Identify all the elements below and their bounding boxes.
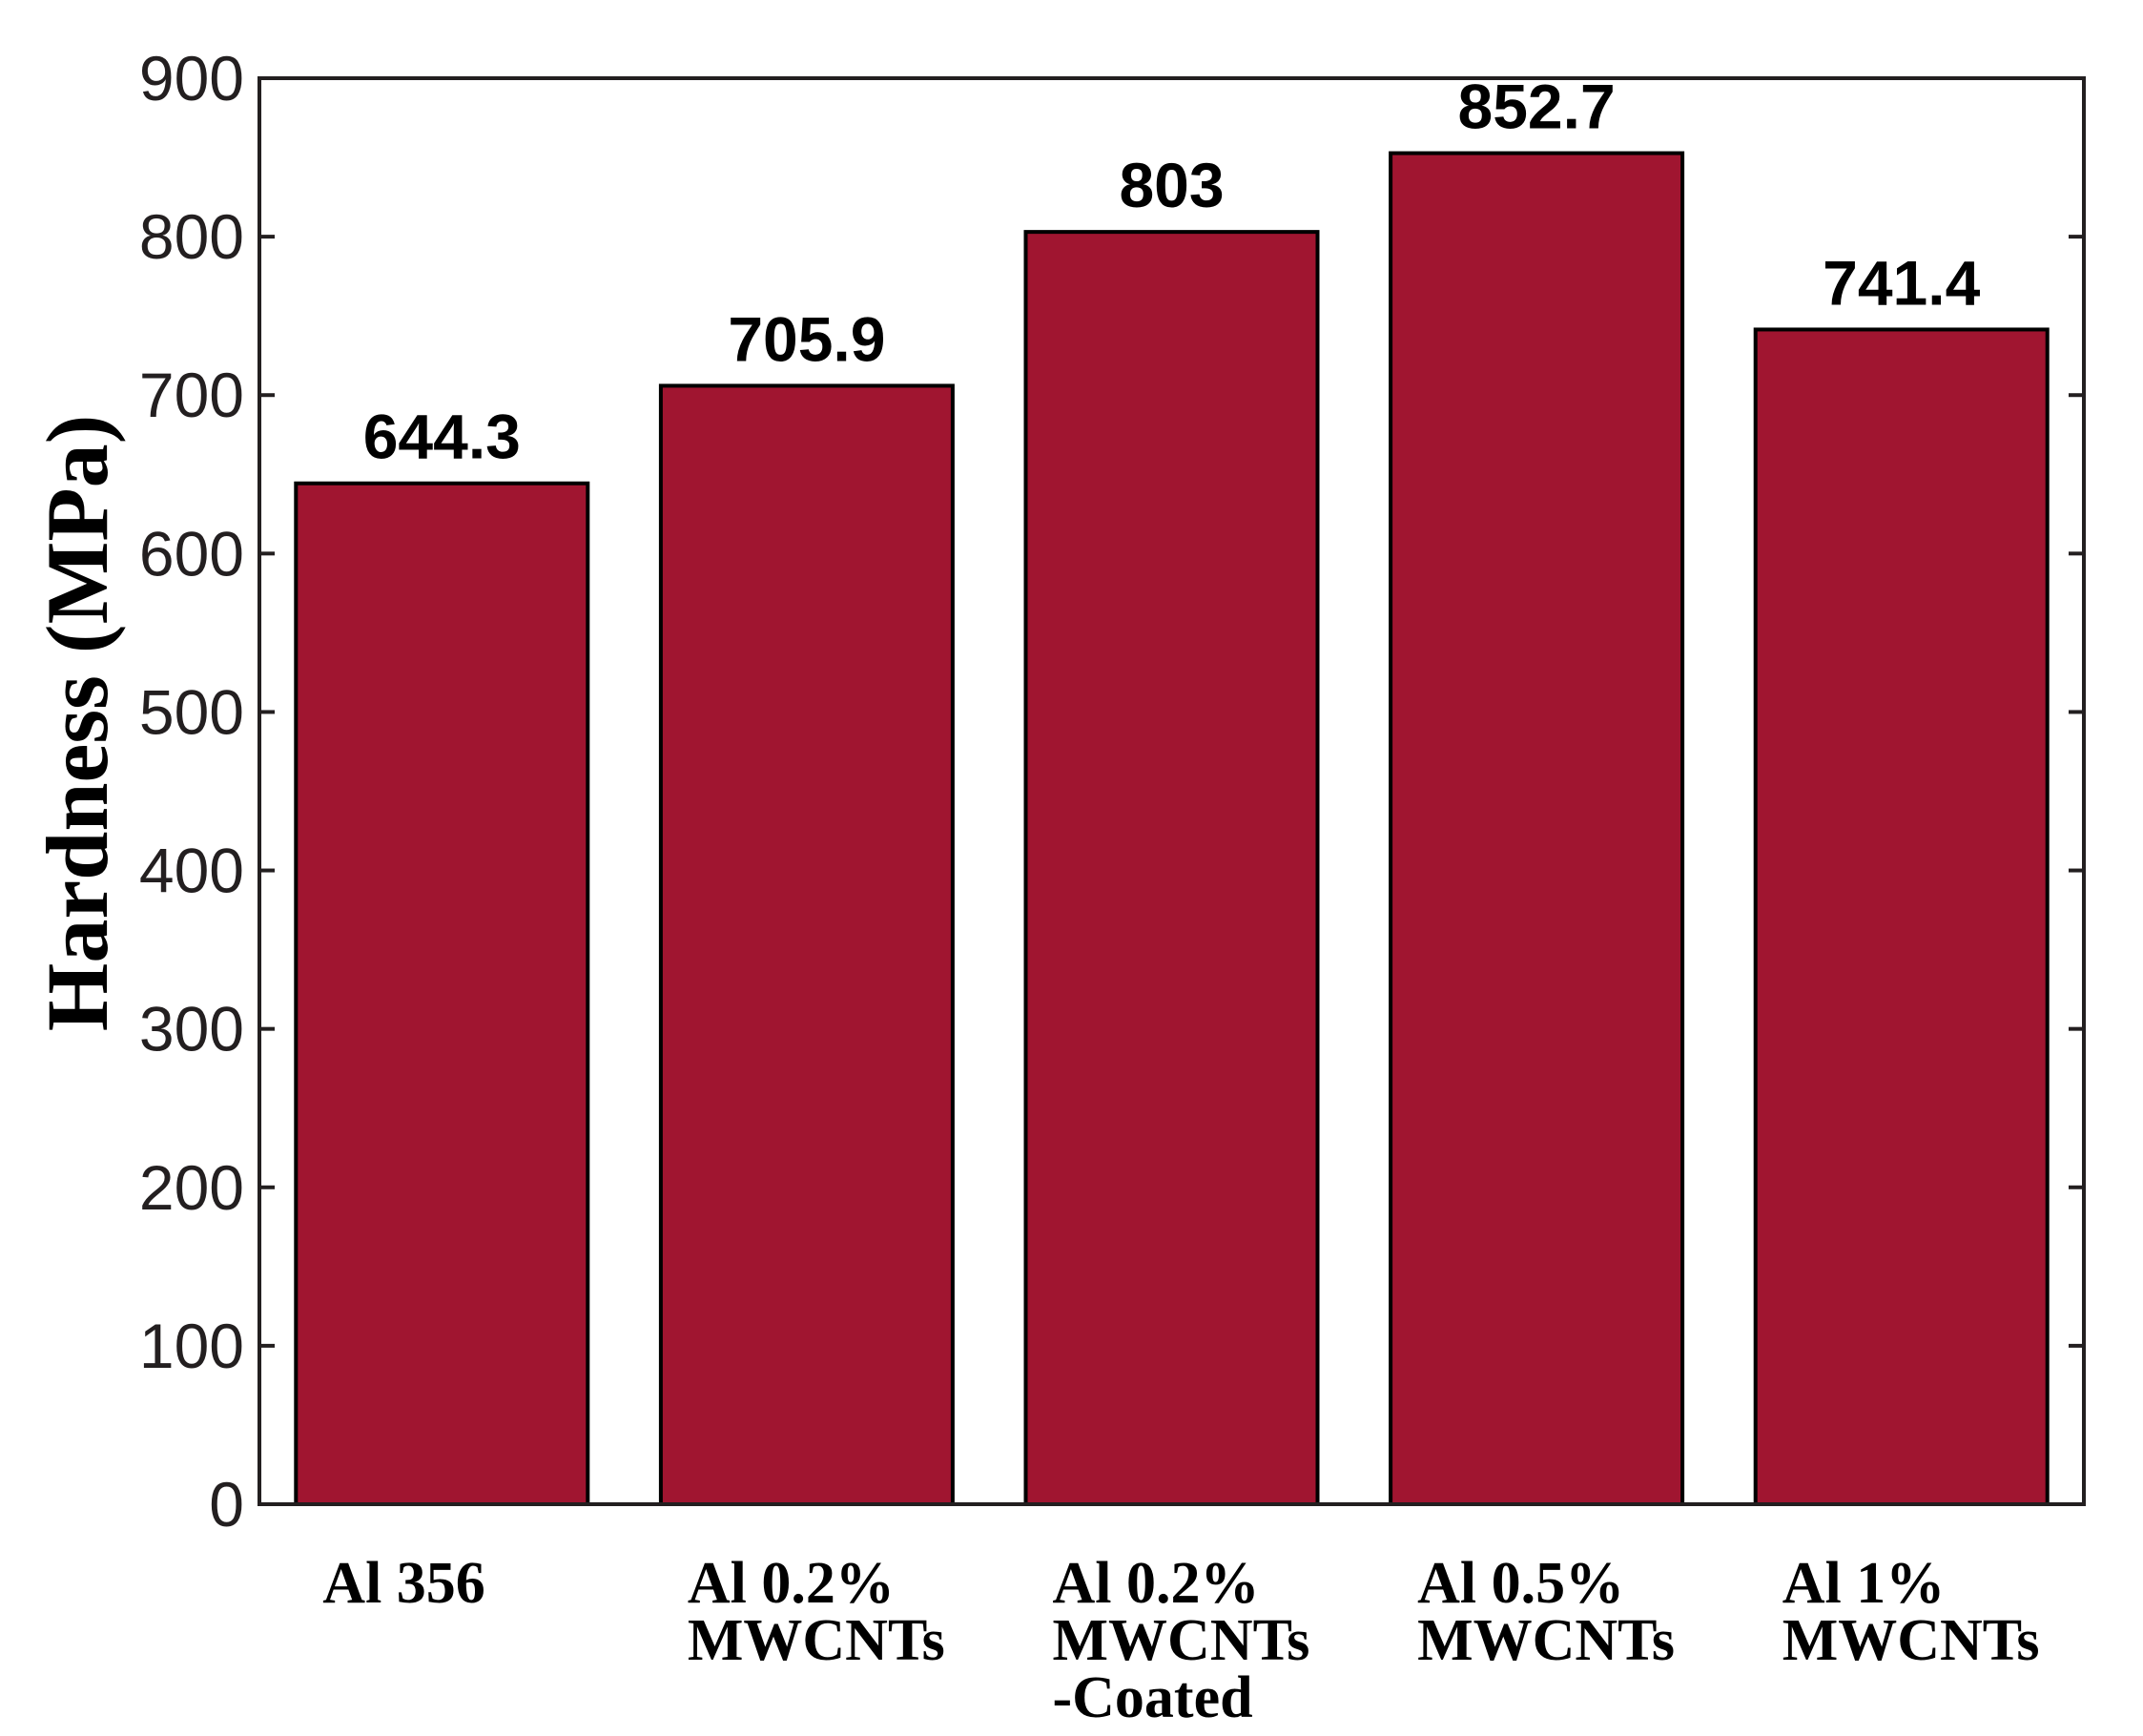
bars-layer [294,151,2050,1507]
category-label-line: Al 0.2% [1053,1551,1260,1616]
bar-value-label: 741.4 [1823,247,1980,318]
bar [658,383,955,1507]
bar [1023,230,1320,1506]
category-label: Al 1% MWCNTs [1782,1551,2040,1673]
y-tick-label: 600 [139,518,244,589]
y-tick-label: 100 [139,1311,244,1381]
bar [294,481,590,1507]
category-label: Al 0.2% MWCNTs [688,1551,945,1673]
bar [1389,151,1685,1506]
y-axis-title: Hardness (MPa) [29,415,126,1031]
value-labels-layer: 644.3 705.9 803 852.7 741.4 [363,72,1981,472]
category-label-line: MWCNTs [688,1608,945,1673]
y-tick-label: 300 [139,994,244,1064]
category-label-line: MWCNTs [1417,1608,1675,1673]
y-tick-label: 200 [139,1152,244,1223]
category-label-line: -Coated [1053,1665,1253,1730]
y-tick-label: 700 [139,360,244,430]
category-label-line: Al 1% [1782,1551,1946,1616]
category-label-line: MWCNTs [1053,1608,1310,1673]
y-tick-label: 800 [139,201,244,272]
category-label: Al 0.2% MWCNTs -Coated [1053,1551,1310,1730]
plot-frame [258,76,2086,1506]
category-label-line: MWCNTs [1782,1608,2040,1673]
y-ticks-layer: 0 100 200 300 400 500 600 700 800 900 [139,43,2084,1540]
bar-value-label: 852.7 [1458,72,1616,142]
bar [1753,327,2050,1506]
y-tick-label: 400 [139,836,244,906]
category-label: Al 0.5% MWCNTs [1417,1551,1675,1673]
bar-value-label: 803 [1119,150,1224,220]
y-tick-label: 500 [139,676,244,747]
category-label-line: Al 356 [322,1551,485,1616]
bar-value-label: 705.9 [728,303,885,374]
category-label-line: Al 0.5% [1417,1551,1624,1616]
y-tick-label: 900 [139,43,244,114]
bar-value-label: 644.3 [363,402,521,472]
category-label-line: Al 0.2% [688,1551,895,1616]
category-label: Al 356 [322,1551,485,1616]
y-tick-label: 0 [209,1469,244,1540]
